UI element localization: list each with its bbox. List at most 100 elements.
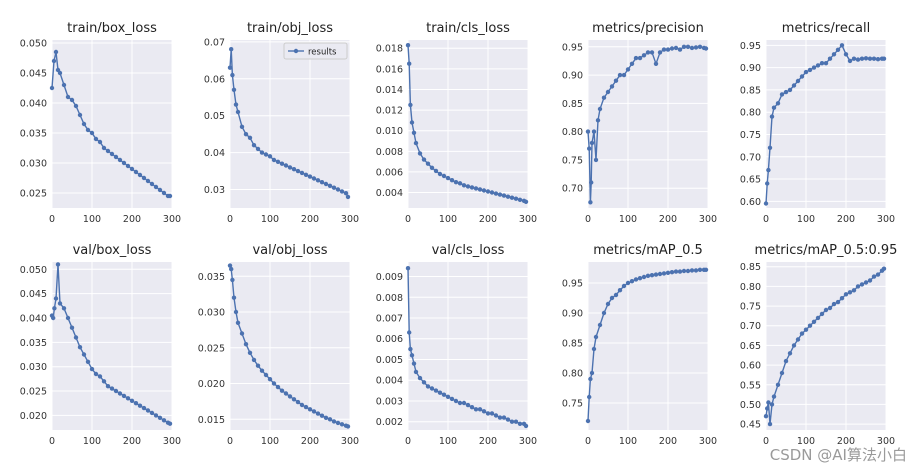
data-point bbox=[505, 417, 511, 422]
data-point bbox=[589, 370, 595, 376]
y-tick-label: 0.03 bbox=[204, 185, 225, 196]
data-point bbox=[291, 397, 297, 402]
x-tick-label: 100 bbox=[261, 214, 279, 225]
data-point bbox=[473, 186, 479, 191]
data-point bbox=[493, 413, 499, 418]
data-point bbox=[831, 301, 837, 307]
data-point bbox=[807, 323, 813, 328]
data-point bbox=[65, 94, 71, 100]
y-tick-label: 0.05 bbox=[204, 111, 225, 122]
data-point bbox=[149, 181, 155, 187]
data-point bbox=[421, 380, 427, 385]
data-point bbox=[97, 374, 103, 379]
data-point bbox=[597, 322, 603, 328]
y-tick-label: 0.006 bbox=[376, 334, 403, 345]
series-line bbox=[765, 268, 885, 425]
data-point bbox=[489, 190, 495, 195]
y-tick-label: 0.030 bbox=[198, 308, 225, 319]
data-point bbox=[859, 56, 865, 61]
y-tick-label: 0.45 bbox=[740, 420, 761, 431]
x-tick-label: 200 bbox=[479, 214, 497, 225]
data-point bbox=[767, 145, 773, 150]
y-tick-label: 0.025 bbox=[198, 343, 225, 354]
data-point bbox=[673, 269, 679, 274]
data-point bbox=[275, 384, 281, 390]
data-point bbox=[299, 402, 305, 408]
data-point bbox=[51, 58, 57, 64]
chart-metrics-precision: 0 100 200 300 0.70 0.75 0.80 0.85 0.90 0.95 metric… bbox=[562, 21, 717, 225]
data-point bbox=[871, 274, 877, 279]
data-point bbox=[823, 61, 829, 66]
data-point bbox=[125, 396, 131, 401]
data-point bbox=[621, 72, 627, 78]
data-point bbox=[597, 106, 603, 112]
data-point bbox=[779, 370, 785, 376]
data-point bbox=[129, 398, 135, 403]
data-point bbox=[229, 266, 234, 272]
data-point bbox=[843, 52, 849, 57]
x-tick-label: 200 bbox=[837, 436, 855, 447]
plot-area bbox=[408, 262, 528, 430]
data-point bbox=[231, 87, 237, 93]
data-point bbox=[227, 263, 233, 268]
data-point bbox=[585, 418, 591, 424]
data-point bbox=[629, 61, 635, 66]
data-point bbox=[145, 408, 151, 413]
data-point bbox=[839, 296, 845, 301]
data-point bbox=[851, 288, 857, 293]
x-tick-label: 300 bbox=[163, 214, 181, 225]
data-point bbox=[513, 419, 519, 424]
x-tick-label: 0 bbox=[763, 214, 769, 225]
data-point bbox=[505, 194, 511, 199]
data-point bbox=[137, 172, 143, 178]
data-point bbox=[105, 384, 111, 389]
data-point bbox=[763, 414, 769, 419]
data-point bbox=[408, 102, 413, 108]
plot-area bbox=[52, 40, 172, 208]
data-point bbox=[517, 197, 523, 202]
data-point bbox=[649, 273, 655, 278]
y-tick-label: 0.008 bbox=[376, 147, 403, 158]
x-tick-label: 0 bbox=[405, 436, 411, 447]
y-tick-label: 0.009 bbox=[376, 272, 403, 283]
data-point bbox=[251, 357, 257, 363]
legend: results bbox=[283, 42, 348, 60]
data-point bbox=[61, 306, 67, 311]
data-point bbox=[227, 65, 233, 70]
data-point bbox=[230, 72, 235, 78]
y-tick-label: 0.60 bbox=[740, 361, 761, 372]
y-tick-label: 0.014 bbox=[376, 85, 403, 96]
data-point bbox=[787, 87, 793, 93]
data-point bbox=[405, 43, 411, 48]
data-point bbox=[85, 127, 91, 133]
data-point bbox=[645, 273, 651, 278]
data-point bbox=[665, 47, 671, 52]
data-point bbox=[811, 65, 817, 70]
y-tick-label: 0.040 bbox=[20, 99, 47, 110]
x-tick-label: 0 bbox=[405, 214, 411, 225]
data-point bbox=[77, 112, 83, 118]
plot-area bbox=[230, 262, 350, 430]
data-point bbox=[593, 157, 599, 163]
data-point bbox=[247, 350, 253, 355]
x-tick-label: 200 bbox=[123, 214, 141, 225]
data-point bbox=[591, 129, 597, 134]
data-point bbox=[493, 191, 499, 196]
data-point bbox=[681, 44, 687, 49]
data-point bbox=[315, 411, 321, 416]
chart-train-cls-loss: 0 100 200 300 0.004 0.006 0.008 0.010 0.012 0.014… bbox=[376, 21, 537, 225]
plot-area bbox=[766, 262, 886, 430]
data-point bbox=[633, 277, 639, 282]
data-point bbox=[335, 420, 341, 426]
data-point bbox=[271, 381, 277, 386]
data-point bbox=[57, 301, 63, 306]
data-point bbox=[685, 268, 691, 274]
data-point bbox=[697, 267, 703, 272]
x-tick-label: 0 bbox=[585, 214, 591, 225]
data-point bbox=[89, 130, 95, 136]
data-point bbox=[57, 70, 63, 76]
data-point bbox=[509, 195, 515, 200]
data-point bbox=[299, 170, 305, 176]
data-point bbox=[827, 56, 833, 61]
data-point bbox=[303, 172, 309, 177]
